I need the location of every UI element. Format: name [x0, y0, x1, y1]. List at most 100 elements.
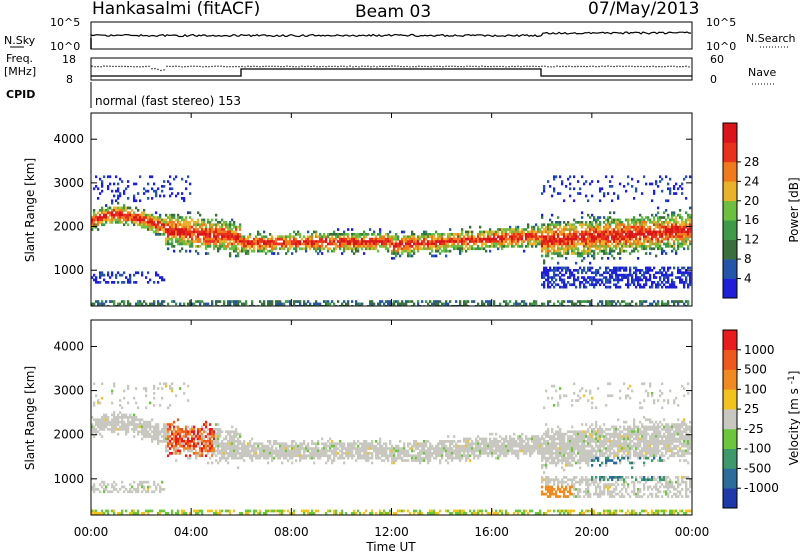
heatmap-cell: [435, 243, 437, 246]
nave-dot: [142, 66, 143, 67]
heatmap-cell: [635, 235, 637, 238]
heatmap-cell: [109, 219, 111, 222]
heatmap-cell: [105, 300, 107, 303]
heatmap-cell: [183, 450, 185, 453]
heatmap-cell: [107, 175, 109, 178]
heatmap-cell: [173, 250, 175, 253]
heatmap-cell: [595, 245, 597, 248]
heatmap-cell: [271, 235, 273, 238]
heatmap-cell: [111, 486, 113, 489]
heatmap-cell: [199, 214, 201, 217]
heatmap-cell: [279, 235, 281, 238]
heatmap-cell: [121, 214, 123, 217]
heatmap-cell: [663, 243, 665, 246]
heatmap-cell: [611, 274, 613, 277]
heatmap-cell: [151, 223, 153, 226]
heatmap-cell: [303, 240, 305, 243]
heatmap-cell: [679, 216, 681, 219]
heatmap-cell: [107, 483, 109, 486]
heatmap-cell: [643, 283, 645, 286]
heatmap-cell: [511, 243, 513, 246]
heatmap-cell: [613, 267, 615, 270]
heatmap-cell: [185, 240, 187, 243]
heatmap-cell: [587, 250, 589, 253]
heatmap-cell: [445, 243, 447, 246]
nave-dot: [661, 66, 662, 67]
heatmap-cell: [133, 414, 135, 417]
heatmap-cell: [147, 433, 149, 436]
heatmap-cell: [171, 192, 173, 195]
heatmap-cell: [483, 233, 485, 236]
heatmap-cell: [537, 243, 539, 246]
heatmap-cell: [101, 512, 103, 515]
heatmap-cell: [573, 240, 575, 243]
heatmap-cell: [155, 195, 157, 198]
heatmap-cell: [447, 250, 449, 253]
heatmap-cell: [317, 247, 319, 250]
heatmap-cell: [413, 303, 415, 306]
heatmap-cell: [101, 421, 103, 424]
heatmap-cell: [495, 233, 497, 236]
heatmap-cell: [371, 247, 373, 250]
heatmap-cell: [579, 233, 581, 236]
heatmap-cell: [105, 211, 107, 214]
heatmap-cell: [189, 240, 191, 243]
heatmap-cell: [621, 247, 623, 250]
heatmap-cell: [573, 223, 575, 226]
heatmap-cell: [431, 250, 433, 253]
nave-dot: [370, 66, 371, 67]
heatmap-cell: [661, 226, 663, 229]
heatmap-cell: [211, 454, 213, 457]
heatmap-cell: [351, 247, 353, 250]
heatmap-cell: [505, 231, 507, 234]
heatmap-cell: [159, 404, 161, 407]
heatmap-cell: [105, 423, 107, 426]
heatmap-cell: [673, 281, 675, 284]
heatmap-cell: [555, 269, 557, 272]
heatmap-cell: [409, 255, 411, 258]
heatmap-cell: [505, 238, 507, 241]
heatmap-cell: [161, 219, 163, 222]
heatmap-cell: [271, 243, 273, 246]
heatmap-cell: [169, 243, 171, 246]
heatmap-cell: [543, 259, 545, 262]
heatmap-cell: [145, 435, 147, 438]
heatmap-cell: [215, 454, 217, 457]
heatmap-cell: [183, 447, 185, 450]
heatmap-cell: [283, 452, 285, 455]
heatmap-cell: [239, 512, 241, 515]
heatmap-cell: [323, 247, 325, 250]
heatmap-cell: [665, 235, 667, 238]
heatmap-cell: [527, 231, 529, 234]
heatmap-cell: [173, 214, 175, 217]
heatmap-cell: [169, 404, 171, 407]
heatmap-cell: [203, 231, 205, 234]
heatmap-cell: [225, 235, 227, 238]
heatmap-cell: [267, 445, 269, 448]
heatmap-cell: [357, 238, 359, 241]
heatmap-cell: [597, 231, 599, 234]
heatmap-cell: [529, 235, 531, 238]
heatmap-cell: [227, 233, 229, 236]
heatmap-cell: [343, 243, 345, 246]
heatmap-cell: [259, 457, 261, 460]
heatmap-cell: [133, 221, 135, 224]
heatmap-cell: [615, 235, 617, 238]
heatmap-cell: [171, 219, 173, 222]
heatmap-cell: [195, 457, 197, 460]
heatmap-cell: [379, 228, 381, 231]
heatmap-cell: [591, 223, 593, 226]
heatmap-cell: [589, 223, 591, 226]
heatmap-cell: [513, 228, 515, 231]
heatmap-cell: [169, 440, 171, 443]
heatmap-cell: [125, 510, 127, 513]
heatmap-cell: [461, 240, 463, 243]
heatmap-cell: [149, 421, 151, 424]
nave-dot: [415, 66, 416, 67]
heatmap-cell: [657, 221, 659, 224]
heatmap-cell: [293, 235, 295, 238]
heatmap-cell: [245, 250, 247, 253]
heatmap-cell: [581, 281, 583, 284]
heatmap-cell: [633, 235, 635, 238]
heatmap-cell: [493, 240, 495, 243]
